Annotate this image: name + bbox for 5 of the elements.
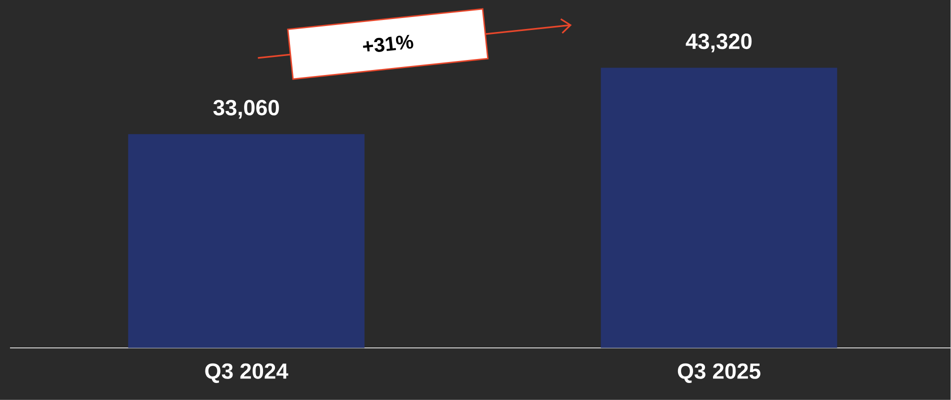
data-label: 43,320 <box>686 34 752 52</box>
annotation: +31% <box>362 34 414 52</box>
x-tick-label: Q3 2025 <box>678 363 760 384</box>
data-label: 33,060 <box>213 100 279 119</box>
x-tick-label: Q3 2024 <box>205 363 288 384</box>
